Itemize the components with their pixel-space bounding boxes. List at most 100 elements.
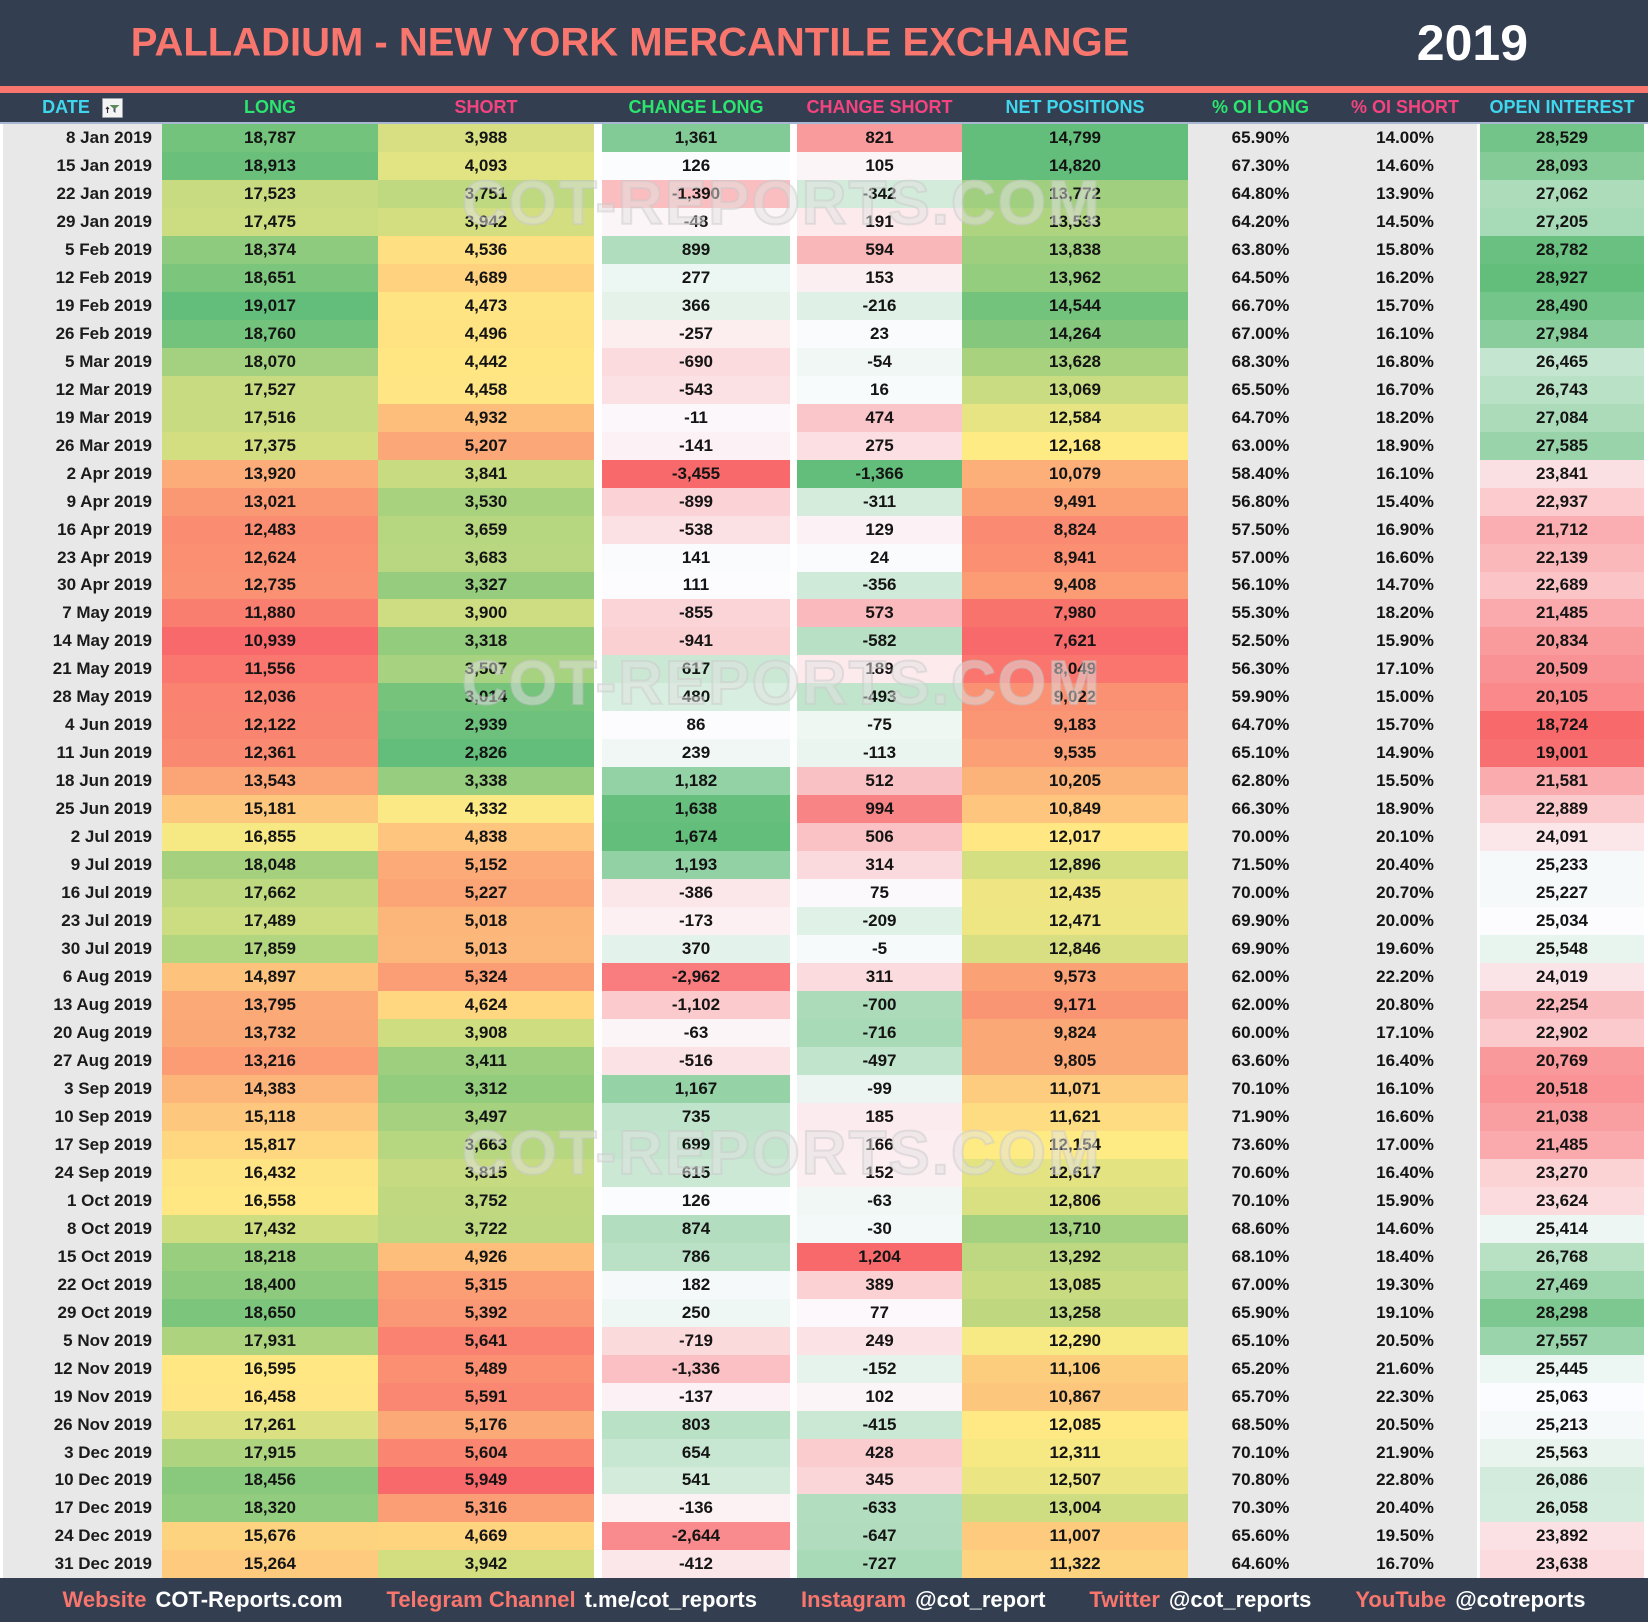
cell-open-interest: 25,548 xyxy=(1480,935,1644,964)
column-gap xyxy=(1477,263,1480,292)
cell-long: 17,662 xyxy=(162,879,378,908)
cell-short: 3,942 xyxy=(378,207,594,236)
column-gap xyxy=(594,1410,602,1439)
column-gap xyxy=(594,1270,602,1299)
cell-long: 14,897 xyxy=(162,963,378,992)
cell-change-long: 1,167 xyxy=(602,1074,790,1103)
table-row: 21 May 2019 11,556 3,507 617 189 8,049 56.30% 1… xyxy=(3,655,1644,684)
column-gap xyxy=(594,907,602,936)
table-row: 22 Jan 2019 17,523 3,751 -1,390 -342 13,772 64… xyxy=(3,179,1644,208)
cell-oi-short-pct: 16.40% xyxy=(1333,1046,1477,1075)
cell-oi-long-pct: 62.80% xyxy=(1188,767,1333,796)
column-gap xyxy=(594,1550,602,1579)
table-row: 20 Aug 2019 13,732 3,908 -63 -716 9,824 60.00%… xyxy=(3,1019,1644,1047)
cell-long: 17,859 xyxy=(162,935,378,964)
cell-oi-long-pct: 55.30% xyxy=(1188,599,1333,628)
column-gap xyxy=(594,347,602,376)
cell-date: 5 Feb 2019 xyxy=(3,235,162,264)
column-gap xyxy=(594,124,602,152)
column-gap xyxy=(1477,1550,1480,1579)
column-gap xyxy=(594,683,602,712)
cell-change-short: -5 xyxy=(797,935,962,964)
column-header-change-long: CHANGE LONG xyxy=(628,97,764,117)
cell-change-long: -386 xyxy=(602,879,790,908)
table-row: 17 Dec 2019 18,320 5,316 -136 -633 13,004 70.3… xyxy=(3,1494,1644,1523)
cell-oi-long-pct: 64.70% xyxy=(1188,403,1333,432)
cell-change-short: -99 xyxy=(797,1074,962,1103)
cell-oi-short-pct: 20.40% xyxy=(1333,851,1477,880)
cell-net-positions: 14,544 xyxy=(962,291,1188,320)
cell-net-positions: 13,772 xyxy=(962,179,1188,208)
cell-short: 4,332 xyxy=(378,795,594,824)
column-gap xyxy=(1477,823,1480,852)
cell-change-long: -2,962 xyxy=(602,963,790,992)
column-gap xyxy=(1477,207,1480,236)
cell-oi-long-pct: 68.50% xyxy=(1188,1410,1333,1439)
column-gap xyxy=(1477,935,1480,964)
cell-change-short: -342 xyxy=(797,179,962,208)
cell-change-long: -63 xyxy=(602,1019,790,1047)
cell-short: 3,338 xyxy=(378,767,594,796)
cell-change-short: -582 xyxy=(797,627,962,656)
cell-change-long: 1,193 xyxy=(602,851,790,880)
cell-date: 29 Jan 2019 xyxy=(3,207,162,236)
cell-change-long: -941 xyxy=(602,627,790,656)
footer-link-value[interactable]: @cot_report xyxy=(915,1587,1046,1612)
footer-link-value[interactable]: t.me/cot_reports xyxy=(584,1587,757,1612)
column-gap xyxy=(594,1326,602,1355)
cell-date: 4 Jun 2019 xyxy=(3,711,162,740)
cell-net-positions: 14,799 xyxy=(962,124,1188,152)
cell-net-positions: 9,491 xyxy=(962,487,1188,516)
cell-change-long: 615 xyxy=(602,1158,790,1187)
cell-change-short: 77 xyxy=(797,1298,962,1327)
column-gap xyxy=(1477,1438,1480,1467)
column-gap xyxy=(1477,1046,1480,1075)
cell-long: 13,216 xyxy=(162,1046,378,1075)
cell-change-short: 249 xyxy=(797,1326,962,1355)
cell-oi-short-pct: 16.10% xyxy=(1333,1074,1477,1103)
column-gap xyxy=(1477,963,1480,992)
footer-link-label: YouTube xyxy=(1355,1587,1447,1612)
cell-short: 5,949 xyxy=(378,1466,594,1495)
column-gap xyxy=(1477,1186,1480,1215)
cell-oi-long-pct: 73.60% xyxy=(1188,1130,1333,1159)
cell-long: 18,320 xyxy=(162,1494,378,1523)
cell-net-positions: 11,007 xyxy=(962,1522,1188,1551)
cell-short: 5,152 xyxy=(378,851,594,880)
cell-long: 12,624 xyxy=(162,543,378,572)
footer-link-value[interactable]: @cot_reports xyxy=(1168,1587,1312,1612)
cell-oi-short-pct: 20.80% xyxy=(1333,991,1477,1019)
cell-long: 16,458 xyxy=(162,1382,378,1411)
table-row: 16 Apr 2019 12,483 3,659 -538 129 8,824 57.50%… xyxy=(3,515,1644,544)
column-header-oi-long-pct: % OI LONG xyxy=(1211,97,1309,117)
column-header-open-interest: OPEN INTEREST xyxy=(1489,97,1635,117)
footer-link-value[interactable]: COT-Reports.com xyxy=(155,1587,343,1612)
cell-change-short: -209 xyxy=(797,907,962,936)
column-gap xyxy=(790,599,797,628)
cell-change-short: -30 xyxy=(797,1214,962,1243)
cell-change-short: 389 xyxy=(797,1270,962,1299)
column-gap xyxy=(790,1186,797,1215)
table-row: 31 Dec 2019 15,264 3,942 -412 -727 11,322 64.6… xyxy=(3,1550,1644,1579)
cell-open-interest: 20,105 xyxy=(1480,683,1644,712)
filter-icon[interactable] xyxy=(101,97,123,118)
cell-oi-short-pct: 15.90% xyxy=(1333,1186,1477,1215)
cell-open-interest: 22,139 xyxy=(1480,543,1644,572)
table-row: 8 Jan 2019 18,787 3,988 1,361 821 14,799 65.90… xyxy=(3,124,1644,152)
cell-open-interest: 26,086 xyxy=(1480,1466,1644,1495)
cell-oi-short-pct: 16.60% xyxy=(1333,1102,1477,1131)
cell-oi-short-pct: 16.20% xyxy=(1333,263,1477,292)
column-gap xyxy=(790,851,797,880)
cell-short: 3,507 xyxy=(378,655,594,684)
cell-short: 5,227 xyxy=(378,879,594,908)
cell-change-short: 153 xyxy=(797,263,962,292)
table-row: 16 Jul 2019 17,662 5,227 -386 75 12,435 70.00%… xyxy=(3,879,1644,908)
cell-oi-short-pct: 22.80% xyxy=(1333,1466,1477,1495)
column-gap xyxy=(594,627,602,656)
column-gap xyxy=(1477,1102,1480,1131)
data-table: 8 Jan 2019 18,787 3,988 1,361 821 14,799 65.90… xyxy=(0,124,1648,1579)
column-gap xyxy=(790,459,797,488)
footer-link-value[interactable]: @cotreports xyxy=(1455,1587,1586,1612)
cell-change-long: -3,455 xyxy=(602,459,790,488)
column-gap xyxy=(790,683,797,712)
